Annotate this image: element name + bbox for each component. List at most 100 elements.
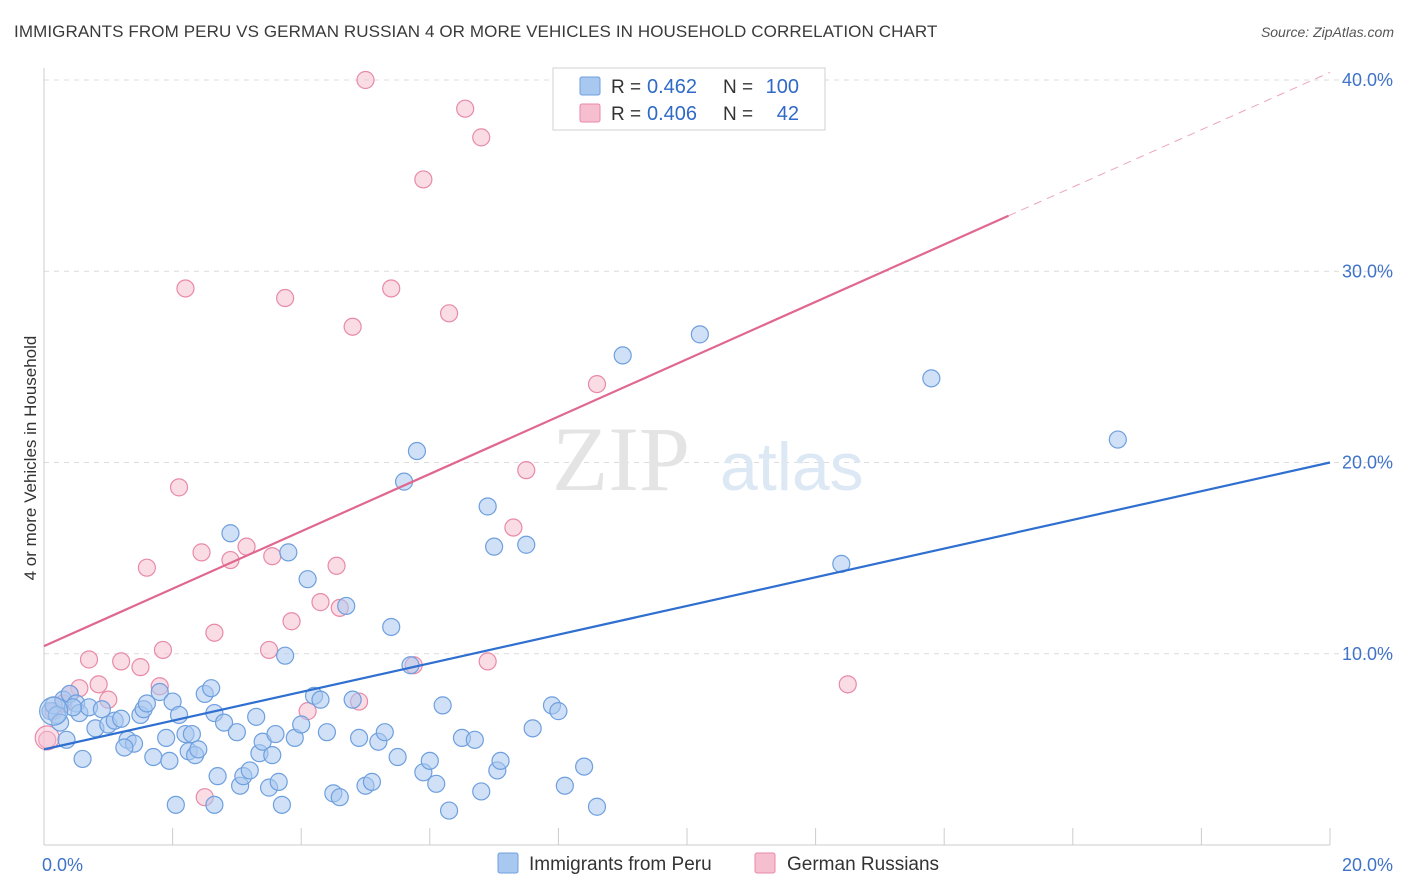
bottom-legend: Immigrants from Peru German Russians (497, 852, 939, 875)
data-point-immigrants-from-peru (420, 751, 439, 770)
data-point-german-russians (153, 640, 173, 660)
data-point-immigrants-from-peru (73, 749, 92, 769)
x-tick-label: 0.0% (42, 855, 83, 875)
legend-r-label-2: R = (611, 104, 641, 125)
data-point-german-russians (89, 675, 108, 694)
data-point-immigrants-from-peru (182, 724, 201, 744)
data-point-german-russians (112, 652, 131, 671)
bottom-legend-label-peru: Immigrants from Peru (529, 854, 712, 875)
series-immigrants-from-peru (39, 325, 1127, 820)
data-point-immigrants-from-peru (298, 570, 317, 589)
watermark-zip: ZIP (552, 408, 690, 510)
data-point-immigrants-from-peru (349, 728, 369, 748)
data-point-immigrants-from-peru (221, 524, 240, 543)
data-point-immigrants-from-peru (343, 690, 362, 709)
legend-n-label-2: N = (723, 104, 753, 125)
legend-n-value-1: 100 (766, 76, 799, 98)
data-point-immigrants-from-peru (160, 751, 179, 770)
data-point-german-russians (263, 547, 282, 566)
legend-n-label-1: N = (723, 77, 753, 98)
data-point-german-russians (192, 543, 211, 562)
data-point-immigrants-from-peru (202, 679, 221, 698)
data-point-immigrants-from-peru (266, 724, 285, 744)
tick-labels: 10.0% 20.0% 30.0% 40.0% 0.0% 20.0% (42, 70, 1393, 875)
data-point-immigrants-from-peru (50, 713, 70, 732)
y-axis-title: 4 or more Vehicles in Household (21, 336, 40, 581)
data-point-immigrants-from-peru (150, 682, 169, 702)
bottom-legend-swatch-pink (754, 852, 776, 874)
data-point-immigrants-from-peru (465, 730, 484, 749)
data-point-immigrants-from-peru (263, 746, 282, 765)
gridlines (44, 79, 1392, 655)
trendline-german-russians (43, 214, 1009, 648)
legend-swatch-pink (579, 103, 601, 123)
data-point-immigrants-from-peru (388, 747, 407, 767)
data-point-german-russians (259, 640, 279, 660)
data-point-immigrants-from-peru (575, 757, 594, 776)
data-point-immigrants-from-peru (433, 696, 452, 715)
data-point-german-russians (439, 304, 459, 323)
data-point-immigrants-from-peru (549, 702, 568, 721)
data-point-immigrants-from-peru (112, 709, 131, 728)
source-label: Source: ZipAtlas.com (1260, 24, 1394, 40)
data-point-immigrants-from-peru (214, 713, 234, 732)
legend-r-value-1: 0.462 (647, 76, 697, 98)
data-point-immigrants-from-peru (166, 795, 185, 814)
legend-box: R = 0.462 N = 100 R = 0.406 N = 42 (552, 67, 826, 131)
data-point-german-russians (504, 518, 523, 537)
bottom-legend-swatch-blue (497, 852, 519, 874)
trendline-immigrants-from-peru (43, 461, 1331, 751)
y-tick-label: 40.0% (1342, 70, 1393, 90)
legend-r-value-2: 0.406 (647, 103, 697, 125)
data-point-immigrants-from-peru (478, 497, 497, 516)
data-point-immigrants-from-peru (276, 646, 295, 665)
data-point-immigrants-from-peru (272, 795, 292, 814)
data-point-immigrants-from-peru (491, 751, 510, 770)
data-point-german-russians (131, 658, 150, 677)
x-tick-label: 20.0% (1342, 855, 1393, 875)
data-point-immigrants-from-peru (269, 772, 288, 791)
data-point-german-russians (517, 461, 536, 480)
data-point-immigrants-from-peru (144, 747, 163, 767)
data-point-immigrants-from-peru (247, 707, 266, 726)
data-point-german-russians (176, 279, 195, 298)
data-point-immigrants-from-peru (407, 441, 427, 461)
data-point-german-russians (79, 650, 99, 669)
data-point-german-russians (276, 288, 295, 308)
data-point-immigrants-from-peru (472, 782, 491, 801)
data-point-german-russians (356, 70, 375, 90)
data-point-immigrants-from-peru (157, 728, 176, 748)
data-point-immigrants-from-peru (1108, 430, 1127, 449)
data-point-immigrants-from-peru (115, 738, 134, 757)
data-point-immigrants-from-peru (485, 537, 504, 556)
data-point-german-russians (327, 556, 346, 575)
chart-title: IMMIGRANTS FROM PERU VS GERMAN RUSSIAN 4… (14, 22, 938, 41)
bottom-legend-label-german-russians: German Russians (787, 854, 939, 875)
data-point-german-russians (343, 317, 362, 336)
data-point-immigrants-from-peru (382, 617, 401, 637)
data-point-german-russians (205, 623, 224, 642)
data-point-immigrants-from-peru (63, 698, 83, 717)
data-point-immigrants-from-peru (523, 719, 542, 738)
data-point-german-russians (472, 128, 491, 147)
data-point-immigrants-from-peru (375, 723, 394, 742)
data-point-immigrants-from-peru (137, 694, 156, 713)
data-point-immigrants-from-peru (189, 740, 208, 759)
watermark-atlas: atlas (720, 429, 864, 505)
y-tick-label: 10.0% (1342, 644, 1393, 664)
watermark: ZIP atlas (552, 408, 864, 510)
data-point-immigrants-from-peru (208, 767, 227, 786)
legend-swatch-blue (579, 76, 601, 96)
data-point-german-russians (478, 652, 497, 671)
data-point-immigrants-from-peru (240, 761, 259, 780)
data-point-immigrants-from-peru (39, 696, 69, 726)
data-point-immigrants-from-peru (362, 772, 382, 791)
data-point-german-russians (456, 99, 475, 118)
data-point-immigrants-from-peru (317, 723, 337, 742)
data-point-german-russians (382, 279, 401, 298)
data-point-german-russians (169, 478, 189, 497)
data-point-german-russians (137, 558, 156, 577)
data-point-german-russians (838, 675, 857, 694)
data-point-german-russians (282, 612, 301, 631)
